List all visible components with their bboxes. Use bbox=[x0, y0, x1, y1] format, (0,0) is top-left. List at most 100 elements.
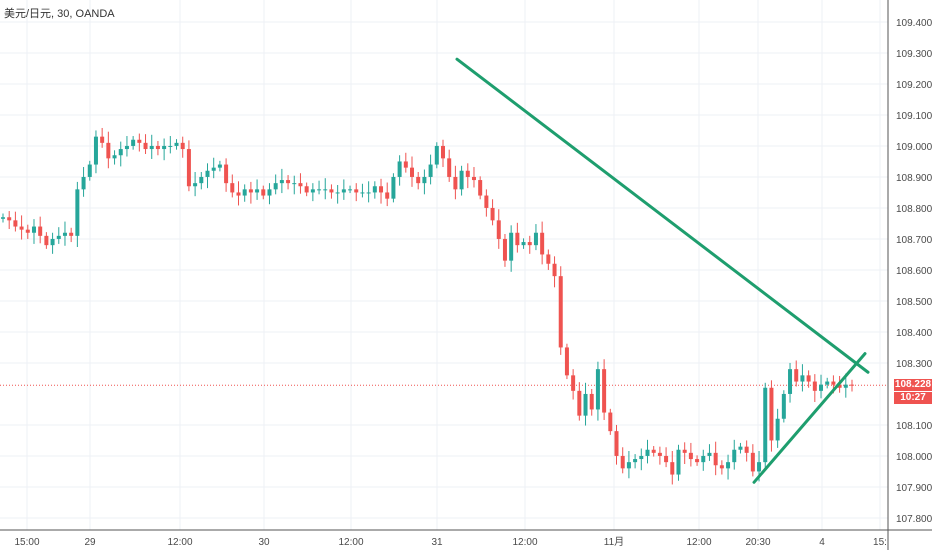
candle-body bbox=[478, 180, 483, 196]
candle-body bbox=[155, 145, 160, 150]
candle-body bbox=[540, 232, 545, 255]
candle-body bbox=[323, 189, 328, 191]
candle-body bbox=[552, 263, 557, 277]
x-tick-label: 4 bbox=[819, 537, 825, 548]
descending-trendline bbox=[455, 57, 870, 374]
candle-body bbox=[546, 254, 551, 264]
candle-body bbox=[750, 452, 755, 472]
candle-body bbox=[292, 183, 297, 185]
x-tick-label: 29 bbox=[84, 537, 96, 548]
y-tick-label: 108.700 bbox=[896, 235, 932, 246]
candle-body bbox=[422, 176, 427, 184]
candle-body bbox=[199, 176, 204, 184]
y-tick-label: 108.800 bbox=[896, 204, 932, 215]
candle-body bbox=[162, 145, 167, 150]
candle-body bbox=[112, 155, 117, 159]
candle-body bbox=[304, 186, 309, 193]
candle-body bbox=[56, 235, 61, 239]
x-tick-label: 15: bbox=[873, 537, 887, 548]
candle-body bbox=[236, 192, 241, 196]
current-price-tag: 108.228 bbox=[894, 379, 932, 392]
candle-body bbox=[726, 462, 731, 469]
candle-body bbox=[682, 449, 687, 453]
candle-body bbox=[261, 189, 266, 196]
candle-body bbox=[69, 232, 74, 236]
candle-body bbox=[93, 136, 98, 165]
candle-body bbox=[317, 189, 322, 191]
candle-body bbox=[440, 145, 445, 159]
candle-body bbox=[385, 192, 390, 199]
candle-body bbox=[527, 242, 532, 246]
x-tick-label: 31 bbox=[431, 537, 443, 548]
candle-body bbox=[174, 142, 179, 146]
candle-body bbox=[38, 226, 43, 236]
candle-body bbox=[453, 176, 458, 190]
y-tick-label: 108.300 bbox=[896, 359, 932, 370]
candle-body bbox=[205, 170, 210, 177]
candle-body bbox=[521, 242, 526, 246]
candle-body bbox=[651, 449, 656, 453]
candle-body bbox=[211, 167, 216, 171]
candle-body bbox=[695, 459, 700, 463]
candle-body bbox=[664, 455, 669, 463]
candle-body bbox=[837, 384, 842, 388]
y-tick-label: 109.400 bbox=[896, 18, 932, 29]
candle-body bbox=[168, 145, 173, 147]
candle-body bbox=[267, 189, 272, 196]
y-tick-label: 107.800 bbox=[896, 514, 932, 525]
candle-body bbox=[496, 220, 501, 239]
candle-body bbox=[329, 189, 334, 193]
candle-body bbox=[19, 226, 24, 230]
x-tick-label: 30 bbox=[258, 537, 270, 548]
candle-body bbox=[564, 347, 569, 376]
candle-body bbox=[44, 235, 49, 246]
y-axis-ticks: 109.400 109.300 109.200 109.100 109.000 108.9… bbox=[896, 18, 932, 525]
candle-body bbox=[348, 189, 353, 191]
candle-body bbox=[583, 393, 588, 416]
candle-body bbox=[645, 449, 650, 456]
candle-body bbox=[428, 164, 433, 177]
candle-body bbox=[403, 161, 408, 168]
y-tick-label: 108.900 bbox=[896, 173, 932, 184]
candle-body bbox=[819, 384, 824, 391]
candle-body bbox=[217, 164, 222, 168]
grid-lines bbox=[0, 0, 888, 530]
y-tick-label: 108.500 bbox=[896, 297, 932, 308]
candle-body bbox=[471, 176, 476, 181]
candle-body bbox=[87, 164, 92, 177]
candle-body bbox=[571, 375, 576, 391]
candle-body bbox=[763, 387, 768, 463]
candle-body bbox=[230, 183, 235, 193]
candle-body bbox=[224, 164, 229, 184]
y-tick-label: 108.600 bbox=[896, 266, 932, 277]
candle-body bbox=[286, 180, 291, 184]
y-tick-label: 108.400 bbox=[896, 328, 932, 339]
candle-body bbox=[354, 189, 359, 193]
candle-body bbox=[366, 192, 371, 194]
candle-body bbox=[106, 142, 111, 159]
x-tick-label: 12:00 bbox=[512, 537, 537, 548]
x-tick-label: 15:00 bbox=[14, 537, 39, 548]
candle-body bbox=[589, 393, 594, 410]
candle-body bbox=[25, 229, 30, 233]
candle-body bbox=[633, 459, 638, 463]
candle-body bbox=[1, 217, 5, 219]
x-tick-label: 12:00 bbox=[686, 537, 711, 548]
candle-body bbox=[800, 375, 805, 382]
candle-body bbox=[118, 149, 123, 156]
candle-body bbox=[670, 462, 675, 475]
candle-body bbox=[335, 192, 340, 194]
candle-body bbox=[372, 186, 377, 193]
candle-body bbox=[608, 412, 613, 432]
candle-body bbox=[502, 238, 507, 261]
candle-body bbox=[447, 158, 452, 177]
candle-body bbox=[490, 207, 495, 221]
candle-body bbox=[831, 381, 836, 385]
candle-body bbox=[509, 232, 514, 261]
candle-body bbox=[719, 465, 724, 469]
candle-body bbox=[850, 384, 854, 386]
trendlines[interactable] bbox=[455, 57, 870, 484]
y-tick-label: 109.200 bbox=[896, 80, 932, 91]
